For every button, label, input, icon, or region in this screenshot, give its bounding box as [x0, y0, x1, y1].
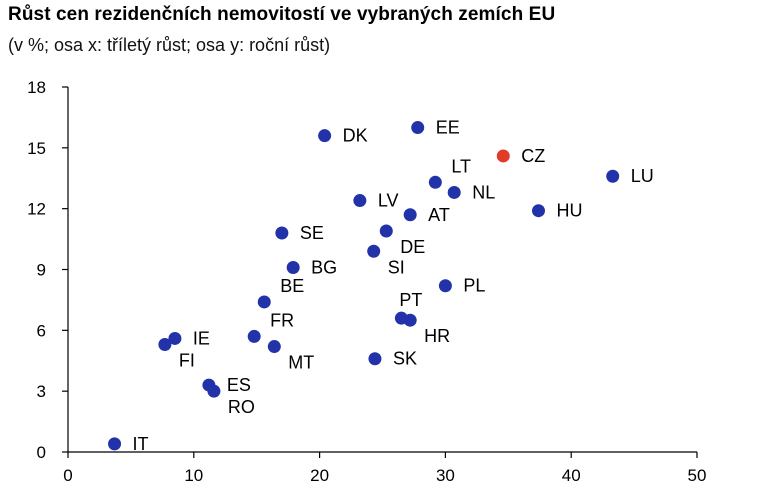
- point-label-lv: LV: [378, 191, 399, 211]
- point-label-es: ES: [227, 375, 251, 395]
- point-label-se: SE: [300, 223, 324, 243]
- x-tick-label: 20: [310, 466, 329, 485]
- axes: [67, 87, 697, 453]
- data-point-se: [275, 226, 289, 240]
- x-tick-label: 10: [184, 466, 203, 485]
- y-tick-label: 6: [37, 321, 46, 340]
- point-label-ie: IE: [193, 328, 210, 348]
- point-label-fr: FR: [270, 310, 294, 330]
- x-tick-label: 30: [436, 466, 455, 485]
- data-point-it: [108, 437, 122, 451]
- point-label-hu: HU: [556, 201, 582, 221]
- data-point-hr: [403, 313, 417, 327]
- y-tick-label: 12: [27, 200, 46, 219]
- data-point-si: [367, 244, 381, 258]
- point-label-nl: NL: [472, 182, 495, 202]
- chart-subtitle: (v %; osa x: tříletý růst; osa y: roční …: [8, 35, 331, 55]
- point-label-lt: LT: [451, 156, 471, 176]
- point-label-dk: DK: [343, 126, 368, 146]
- data-point-be: [257, 295, 271, 309]
- y-tick-label: 0: [37, 443, 46, 462]
- point-label-fi: FI: [179, 351, 195, 371]
- data-point-dk: [318, 129, 332, 143]
- data-point-ro: [207, 384, 221, 398]
- x-tick-label: 40: [562, 466, 581, 485]
- data-points: [108, 121, 620, 451]
- data-point-cz: [496, 149, 510, 163]
- x-axis-ticks: 0 10 20 30 40 50: [63, 452, 706, 485]
- data-point-lu: [606, 169, 620, 183]
- point-label-si: SI: [388, 257, 405, 277]
- point-label-hr: HR: [424, 326, 450, 346]
- point-label-cz: CZ: [521, 146, 545, 166]
- data-point-sk: [368, 352, 382, 366]
- point-label-pt: PT: [399, 290, 422, 310]
- y-tick-label: 9: [37, 261, 46, 280]
- point-label-ee: EE: [436, 118, 460, 138]
- y-axis-ticks: 0 3 6 9 12 15 18: [27, 78, 68, 462]
- x-tick-label: 0: [63, 466, 72, 485]
- data-point-de: [379, 224, 393, 238]
- data-point-nl: [447, 185, 461, 199]
- y-tick-label: 18: [27, 78, 46, 97]
- point-label-it: IT: [133, 434, 149, 454]
- point-label-bg: BG: [311, 257, 337, 277]
- point-label-pl: PL: [463, 276, 485, 296]
- point-label-mt: MT: [288, 353, 314, 373]
- point-label-de: DE: [400, 237, 425, 257]
- data-point-pl: [438, 279, 452, 293]
- chart-title: Růst cen rezidenčních nemovitostí ve vyb…: [8, 4, 556, 25]
- data-point-fr: [247, 329, 261, 343]
- data-point-fi: [158, 338, 172, 352]
- data-point-lt: [428, 175, 442, 189]
- data-point-hu: [531, 204, 545, 218]
- x-tick-label: 50: [688, 466, 707, 485]
- data-point-ie: [168, 331, 182, 345]
- data-point-lv: [353, 194, 367, 208]
- point-label-ro: RO: [228, 397, 255, 417]
- y-tick-label: 3: [37, 382, 46, 401]
- data-point-ee: [411, 121, 425, 135]
- data-point-at: [403, 208, 417, 222]
- point-label-be: BE: [280, 276, 304, 296]
- point-label-lu: LU: [631, 166, 654, 186]
- point-label-at: AT: [428, 205, 450, 225]
- point-label-sk: SK: [393, 349, 417, 369]
- data-point-bg: [286, 260, 300, 274]
- data-point-mt: [267, 340, 281, 354]
- y-tick-label: 15: [27, 139, 46, 158]
